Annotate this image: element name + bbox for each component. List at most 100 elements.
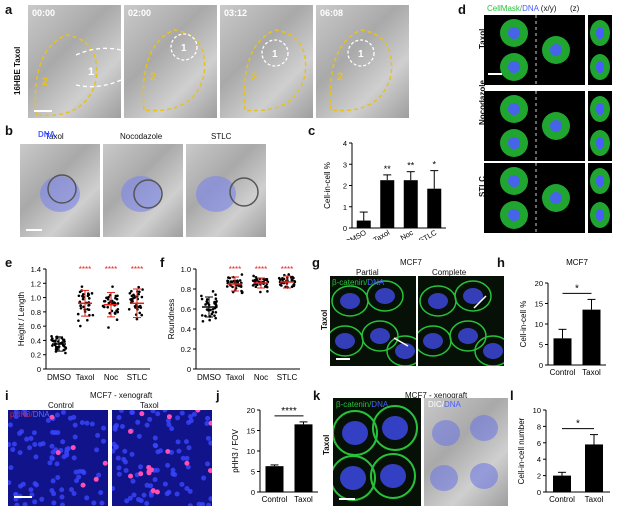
bar (356, 220, 371, 228)
data-point (211, 307, 215, 311)
panel-d-frame-2 (484, 91, 585, 161)
nucleus (14, 502, 20, 506)
y-tick-label: 0.4 (31, 336, 41, 345)
panel-label-a: a (5, 2, 13, 17)
cell-2-outline-2 (142, 29, 206, 112)
panel-b-cells-1 (40, 174, 80, 212)
phh3-cell (154, 489, 160, 495)
panel-i-tissue-2 (112, 410, 212, 506)
bar (294, 424, 313, 492)
nucleus-overlay (470, 463, 498, 489)
data-point (64, 351, 67, 355)
data-point (200, 297, 204, 301)
data-point (80, 285, 84, 288)
panel-a-outline-2: 21 (142, 29, 206, 112)
panel-label-h: h (497, 255, 505, 270)
panel-d-zcells-2 (590, 96, 610, 156)
data-point (241, 291, 244, 294)
data-point (79, 304, 82, 307)
nucleus (208, 496, 212, 502)
legend-dna: DNA (367, 278, 385, 287)
panel-label-f: f (160, 255, 165, 270)
x-tick-label: Noc (254, 373, 268, 382)
data-point (279, 278, 282, 281)
nucleus (113, 444, 119, 450)
nucleus (423, 333, 443, 349)
panel-g-frame-1 (330, 276, 416, 366)
data-point (128, 291, 132, 295)
panel-i-legend: pHH3/DNA (10, 410, 50, 419)
data-point (77, 319, 80, 322)
phh3-cell (138, 471, 144, 477)
nucleus (59, 487, 65, 493)
nucleus (175, 415, 181, 421)
nucleus (138, 464, 144, 470)
data-point (134, 306, 137, 309)
nucleus (101, 438, 107, 444)
panel-g-cells-2 (418, 280, 504, 366)
legend-cellmask: CellMask/ (487, 4, 523, 13)
data-point (107, 301, 111, 305)
nucleus (11, 441, 17, 447)
phh3-cell (195, 410, 201, 413)
nucleus (129, 410, 135, 415)
nucleus (463, 288, 483, 304)
legend-dna-2: DNA (444, 400, 461, 409)
panel-label-c: c (308, 123, 316, 138)
chart-title: MCF7 (566, 258, 588, 267)
y-tick-label: 6 (537, 439, 541, 448)
data-point (211, 290, 215, 293)
phh3-cell (128, 428, 134, 434)
cell-2-outline-4 (329, 29, 393, 112)
data-point (255, 279, 259, 282)
nucleus (124, 498, 130, 504)
data-point (141, 288, 144, 291)
phh3-cell (208, 420, 212, 426)
nucleus (130, 478, 136, 484)
panel-k-title: MCF7 - xenograft (405, 391, 468, 400)
panel-a-frame-3: 2 1 03:12 (220, 5, 313, 118)
data-point (78, 300, 82, 304)
data-point (240, 273, 244, 276)
nucleus (84, 495, 90, 501)
x-tick-label: DMSO (197, 373, 221, 382)
panel-i-col-control: Control (48, 401, 74, 410)
y-tick-label: 0.6 (31, 322, 41, 331)
nucleus (165, 462, 171, 468)
chart-l: 0 2 4 6 8 10 Cell-in-cell number Control Taxol * (517, 406, 610, 504)
nucleus (13, 410, 19, 415)
data-point (214, 316, 217, 320)
data-point (55, 337, 59, 340)
legend-beta-catenin: β-catenin/ (336, 400, 372, 409)
scale-bar-a (34, 110, 52, 112)
nucleus (116, 471, 122, 477)
data-point (106, 305, 110, 309)
data-point (54, 345, 58, 349)
nucleus (119, 424, 125, 430)
panel-g-col-complete: Complete (432, 268, 467, 277)
nucleus (8, 480, 12, 486)
data-point (214, 297, 218, 301)
nucleus (147, 416, 153, 422)
nucleus (162, 410, 168, 413)
nucleus (184, 455, 190, 461)
nucleus (187, 414, 193, 420)
panel-k-legend-2: DIC/DNA (428, 400, 461, 409)
cell-1-outline-3 (261, 39, 289, 67)
nucleus (112, 426, 118, 432)
nucleus (33, 454, 39, 460)
nucleus (71, 490, 77, 496)
nucleus-overlay (430, 465, 458, 491)
cell-1-label-2: 1 (181, 43, 187, 54)
data-point (114, 296, 117, 300)
data-point (225, 285, 229, 288)
membrane (366, 280, 404, 312)
data-point (208, 318, 211, 322)
scale-bar-d (488, 73, 502, 75)
cell-2-label-4: 2 (337, 71, 343, 83)
legend-xy: (x/y) (538, 4, 557, 13)
data-point (232, 279, 236, 283)
rounded-cell (47, 174, 77, 204)
bar (582, 309, 601, 365)
nucleus (8, 442, 12, 448)
